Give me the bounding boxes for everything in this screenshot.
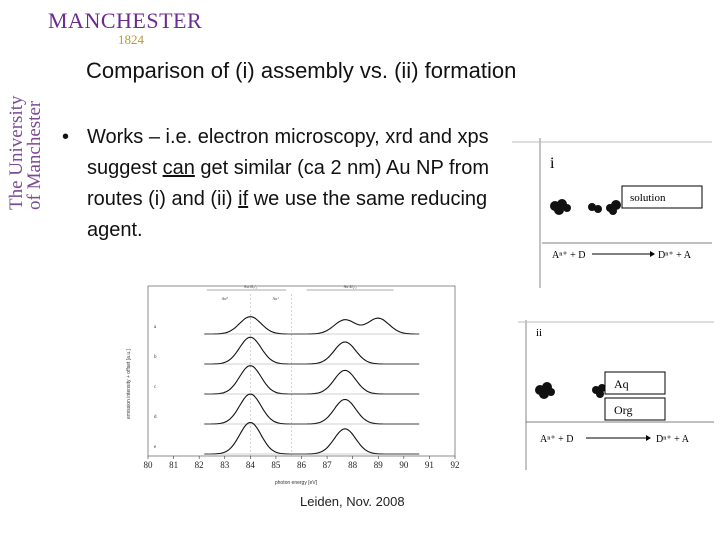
x-tick-label: 84 <box>246 460 256 470</box>
university-name: The University of Manchester <box>6 50 48 210</box>
series-label: a <box>154 325 157 330</box>
x-tick-label: 87 <box>323 460 333 470</box>
solution-label: solution <box>630 192 666 204</box>
reaction-left: Aⁿ⁺ + D <box>540 434 574 445</box>
logo-year: 1824 <box>118 32 144 47</box>
slide-footer: Leiden, Nov. 2008 <box>300 494 405 509</box>
series-label: e <box>154 445 157 450</box>
bullet-underlined-can: can <box>162 157 195 179</box>
reaction-right: Dⁿ⁺ + A <box>658 250 692 261</box>
nanoparticle-cluster <box>535 382 606 399</box>
annotation-label: Au⁺ <box>272 296 279 301</box>
reaction-left: Aⁿ⁺ + D <box>552 250 586 261</box>
diagram-ii: ii Aq Org Aⁿ⁺ + D Dⁿ⁺ + A <box>518 320 714 470</box>
x-tick-label: 80 <box>144 460 154 470</box>
x-tick-label: 86 <box>297 460 307 470</box>
bullet-dot: • <box>62 126 70 148</box>
university-name-line2: of Manchester <box>24 100 45 210</box>
bullet-text-part: we use the same reducing agent. <box>87 188 488 241</box>
y-axis-label: emission intensity + offset [a.u.] <box>126 348 132 418</box>
x-tick-label: 92 <box>451 460 460 470</box>
diagram-i-label: i <box>550 155 555 172</box>
university-logo: MANCHESTER 1824 <box>48 8 203 47</box>
x-tick-label: 88 <box>348 460 358 470</box>
aq-box <box>604 371 666 395</box>
series-label: d <box>154 415 157 420</box>
bullet-text-part: get similar (ca 2 nm) Au NP from routes … <box>87 157 490 210</box>
diagram-ii-label: ii <box>536 327 542 339</box>
university-sidebar: The University of Manchester <box>0 0 48 540</box>
bullet-text-part: Works – i.e. electron microscopy, xrd an… <box>87 126 489 179</box>
solution-box <box>621 185 703 209</box>
x-tick-label: 83 <box>220 460 230 470</box>
x-tick-label: 89 <box>374 460 384 470</box>
bullet-underlined-if: if <box>238 188 249 210</box>
org-label: Org <box>614 403 632 417</box>
x-axis-label: photon energy [eV] <box>275 480 318 486</box>
annotation-label: Au 4f₇/₂ <box>244 284 258 289</box>
x-tick-label: 91 <box>425 460 434 470</box>
series-label: c <box>154 385 157 390</box>
slide-title: Comparison of (i) assembly vs. (ii) form… <box>86 58 517 83</box>
x-tick-label: 85 <box>271 460 281 470</box>
aq-label: Aq <box>614 377 629 391</box>
annotation-label: Au⁰ <box>222 296 229 301</box>
logo-word: MANCHESTER <box>48 8 203 33</box>
diagram-i: i solution Aⁿ⁺ + D Dⁿ⁺ + A <box>512 138 712 288</box>
nanoparticle-cluster <box>550 199 621 215</box>
x-tick-label: 82 <box>195 460 204 470</box>
org-box <box>604 397 666 421</box>
series-label: b <box>154 355 157 360</box>
x-tick-label: 81 <box>169 460 178 470</box>
x-tick-label: 90 <box>399 460 409 470</box>
reaction-right: Dⁿ⁺ + A <box>656 434 690 445</box>
bullet-text: Works – i.e. electron microscopy, xrd an… <box>87 122 507 246</box>
annotation-label: Au 4f₅/₂ <box>344 284 358 289</box>
xps-chart: emission intensity + offset [a.u.] photo… <box>120 274 465 488</box>
